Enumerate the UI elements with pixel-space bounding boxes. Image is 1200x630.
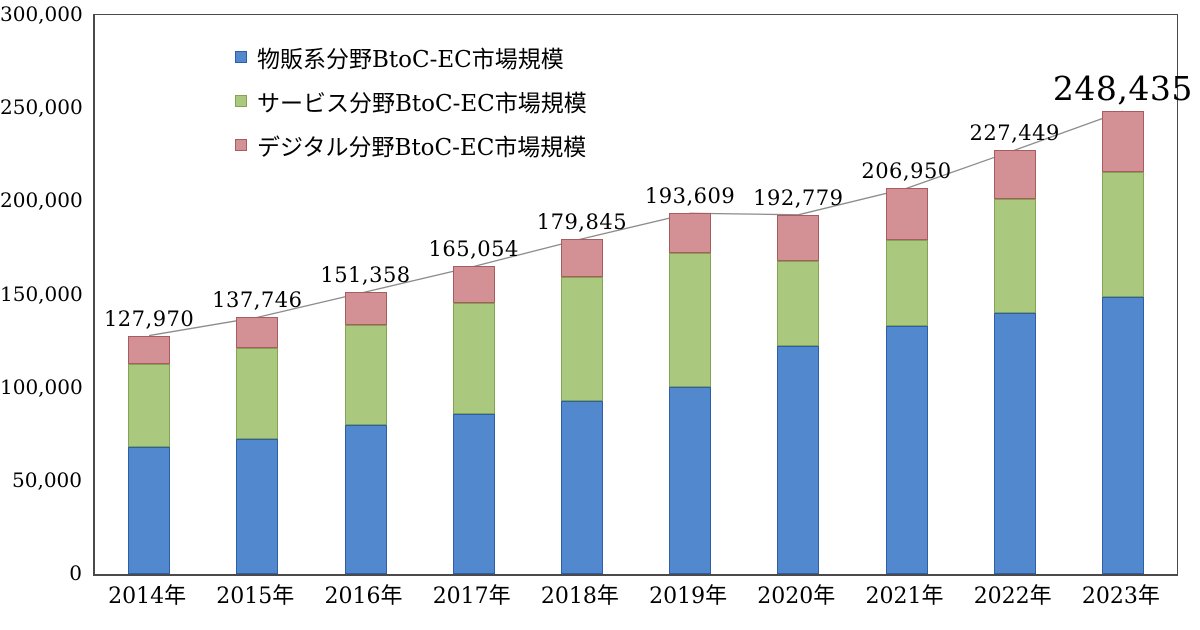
total-trend-line <box>148 110 1124 337</box>
legend-swatch-icon <box>235 95 247 107</box>
legend-label: サービス分野BtoC-EC市場規模 <box>257 91 587 117</box>
legend: 物販系分野BtoC-EC市場規模 サービス分野BtoC-EC市場規模 デジタル分野B… <box>235 35 587 167</box>
y-tick-label: 0 <box>69 561 82 585</box>
x-axis: 2014年 2015年 2016年 2017年 2018年 2019年 2020年 2021年… <box>93 582 1175 616</box>
bar-2017 <box>452 266 495 574</box>
bar-segment <box>669 386 712 574</box>
bar-segment <box>236 439 279 574</box>
bar-segment <box>128 363 171 448</box>
bar-segment <box>128 447 171 574</box>
bar-segment <box>236 347 279 440</box>
bar-segment <box>777 346 820 574</box>
x-axis-label: 2016年 <box>324 584 403 609</box>
bar-segment <box>560 276 603 401</box>
bar-segment <box>236 317 279 348</box>
bar-segment <box>344 424 387 574</box>
bar-2023 <box>1101 111 1144 574</box>
legend-swatch-icon <box>235 51 247 63</box>
legend-item: 物販系分野BtoC-EC市場規模 <box>235 35 587 79</box>
bar-segment <box>452 302 495 414</box>
bar-segment <box>777 214 820 261</box>
x-axis-label: 2023年 <box>1081 584 1160 609</box>
total-label: 137,746 <box>212 288 303 313</box>
bar-segment <box>669 253 712 387</box>
legend-label: 物販系分野BtoC-EC市場規模 <box>257 47 564 73</box>
bar-2018 <box>560 238 603 574</box>
bar-segment <box>560 238 603 277</box>
plot-area: 物販系分野BtoC-EC市場規模 サービス分野BtoC-EC市場規模 デジタル分野B… <box>93 14 1192 576</box>
legend-item: サービス分野BtoC-EC市場規模 <box>235 79 587 123</box>
y-tick-label: 200,000 <box>0 188 83 213</box>
legend-item: デジタル分野BtoC-EC市場規模 <box>235 123 587 167</box>
bar-segment <box>993 150 1036 199</box>
total-label: 193,609 <box>644 184 736 209</box>
bar-segment <box>993 198 1036 314</box>
total-label: 151,358 <box>320 262 411 287</box>
bar-segment <box>560 400 603 574</box>
x-axis-label: 2022年 <box>973 584 1052 609</box>
total-label: 165,054 <box>428 237 519 262</box>
bar-segment <box>344 291 387 326</box>
bar-2022 <box>993 150 1036 574</box>
x-axis-label: 2021年 <box>865 584 944 609</box>
bar-segment <box>885 188 928 240</box>
bar-segment <box>885 326 928 574</box>
total-label: 248,435 <box>1052 69 1193 109</box>
trend-polyline <box>148 110 1124 337</box>
x-axis-label: 2020年 <box>757 584 836 609</box>
bar-segment <box>993 313 1036 574</box>
y-axis: 0 50,000 100,000 150,000 200,000 250,000 300,0… <box>0 0 83 630</box>
bar-2020 <box>777 214 820 574</box>
bar-segment <box>777 260 820 347</box>
bar-segment <box>1101 171 1144 298</box>
y-tick-label: 250,000 <box>0 95 83 120</box>
total-label: 192,779 <box>753 185 844 210</box>
y-tick-label: 100,000 <box>0 374 83 399</box>
bar-2016 <box>344 291 387 574</box>
total-label: 179,845 <box>536 209 628 234</box>
bar-segment <box>344 325 387 425</box>
x-axis-label: 2014年 <box>108 584 187 609</box>
bar-2015 <box>236 317 279 574</box>
total-label: 227,449 <box>969 121 1060 146</box>
bar-2019 <box>669 213 712 574</box>
bar-segment <box>128 335 171 364</box>
x-axis-label: 2018年 <box>540 584 619 609</box>
bar-segment <box>452 266 495 303</box>
bar-segment <box>885 239 928 327</box>
legend-swatch-icon <box>235 139 247 151</box>
x-axis-label: 2017年 <box>432 584 511 609</box>
legend-label: デジタル分野BtoC-EC市場規模 <box>257 135 587 161</box>
y-tick-label: 300,000 <box>0 2 83 26</box>
bar-segment <box>1101 111 1144 172</box>
bar-segment <box>452 413 495 574</box>
y-tick-label: 50,000 <box>12 467 82 492</box>
x-axis-label: 2015年 <box>216 584 295 609</box>
bar-2021 <box>885 188 928 574</box>
total-label: 206,950 <box>861 159 952 184</box>
bar-2014 <box>128 335 171 574</box>
x-axis-label: 2019年 <box>649 584 728 609</box>
bar-segment <box>1101 297 1144 574</box>
total-label: 127,970 <box>103 306 195 331</box>
y-tick-label: 150,000 <box>0 281 83 306</box>
bar-segment <box>669 213 712 254</box>
